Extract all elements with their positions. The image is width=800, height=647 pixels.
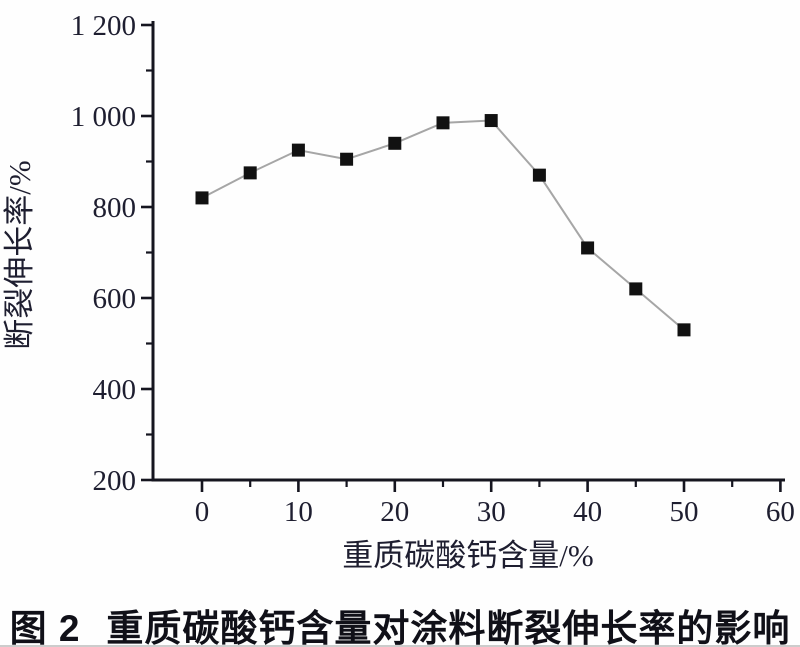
figure-caption: 图 2 重质碳酸钙含量对涂料断裂伸长率的影响	[0, 598, 800, 647]
y-axis-tick-label: 800	[93, 192, 137, 224]
data-point-marker	[243, 166, 257, 180]
figure-caption-number: 图 2	[9, 608, 81, 647]
data-point-marker	[388, 136, 402, 150]
x-axis-tick-label: 50	[670, 496, 699, 528]
axes-frame	[151, 21, 785, 482]
data-point-marker	[677, 323, 691, 337]
figure-caption-title: 重质碳酸钙含量对涂料断裂伸长率的影响	[106, 608, 791, 647]
y-axis-title: 断裂伸长率/%	[2, 160, 37, 349]
x-axis-tick-label: 30	[477, 496, 506, 528]
data-point-marker	[629, 282, 643, 296]
data-point-marker	[484, 114, 498, 128]
y-axis-tick-label: 400	[93, 374, 137, 406]
data-point-marker	[195, 191, 209, 205]
x-axis-tick-label: 40	[573, 496, 602, 528]
data-point-marker	[291, 143, 305, 157]
data-line	[201, 119, 685, 331]
data-point-marker	[532, 168, 546, 182]
x-axis-tick-label: 10	[284, 496, 313, 528]
data-point-marker	[340, 152, 354, 166]
y-axis-tick-label: 600	[93, 283, 137, 315]
y-axis-tick-label: 1 000	[71, 101, 136, 133]
x-axis-tick-label: 0	[195, 496, 210, 528]
x-axis-title: 重质碳酸钙含量/%	[342, 538, 593, 573]
data-point-marker	[436, 116, 450, 130]
chart-canvas: 200 400 600 800 1 000 1 200 0 10 20 30 40 50 60 重质碳酸钙…	[2, 10, 795, 573]
page-divider-line	[0, 645, 800, 647]
x-axis-tick-label: 60	[766, 496, 795, 528]
y-axis-tick-label: 1 200	[71, 10, 136, 42]
x-axis-tick-label: 20	[380, 496, 409, 528]
data-point-marker	[581, 241, 595, 255]
y-axis-tick-label: 200	[93, 465, 137, 497]
